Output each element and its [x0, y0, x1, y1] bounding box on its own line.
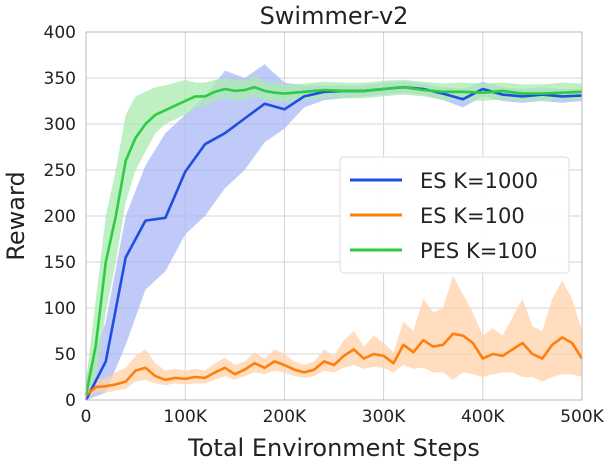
series-lines	[84, 85, 584, 401]
y-tick-label: 400	[44, 23, 76, 43]
y-tick-label: 350	[44, 69, 76, 89]
band-pes-k-100	[86, 76, 582, 400]
x-tick-label: 100K	[163, 407, 207, 427]
line-es-k-100	[85, 332, 584, 397]
y-tick-label: 100	[44, 299, 76, 319]
legend-label-es-k-100: ES K=100	[420, 204, 525, 228]
band-es-k-100	[86, 275, 582, 400]
chart-title: Swimmer-v2	[260, 2, 409, 30]
x-axis-label: Total Environment Steps	[187, 434, 480, 462]
y-tick-label: 150	[44, 253, 76, 273]
legend-label-es-k-1000: ES K=1000	[420, 169, 538, 193]
x-tick-label: 200K	[263, 407, 307, 427]
y-tick-label: 250	[44, 161, 76, 181]
y-tick-label: 300	[44, 115, 76, 135]
y-tick-labels: 0 50 100 150 200 250 300 350 400	[44, 23, 76, 411]
x-tick-label: 300K	[362, 407, 406, 427]
y-tick-label: 50	[54, 345, 76, 365]
x-tick-label: 400K	[461, 407, 505, 427]
plot-frame	[85, 31, 583, 401]
y-tick-label: 0	[65, 391, 76, 411]
legend-box	[339, 156, 570, 274]
y-tick-label: 200	[44, 207, 76, 227]
band-es-k-1000	[86, 64, 582, 400]
x-tick-label: 0	[81, 407, 92, 427]
legend-label-pes-k-100: PES K=100	[420, 239, 537, 263]
line-pes-k-100	[84, 85, 583, 396]
legend: ES K=1000 ES K=100 PES K=100	[339, 156, 570, 274]
x-tick-labels: 0 100K 200K 300K 400K 500K	[81, 407, 605, 427]
confidence-bands	[86, 64, 582, 400]
y-axis-label: Reward	[2, 171, 30, 260]
x-tick-label: 500K	[560, 407, 604, 427]
